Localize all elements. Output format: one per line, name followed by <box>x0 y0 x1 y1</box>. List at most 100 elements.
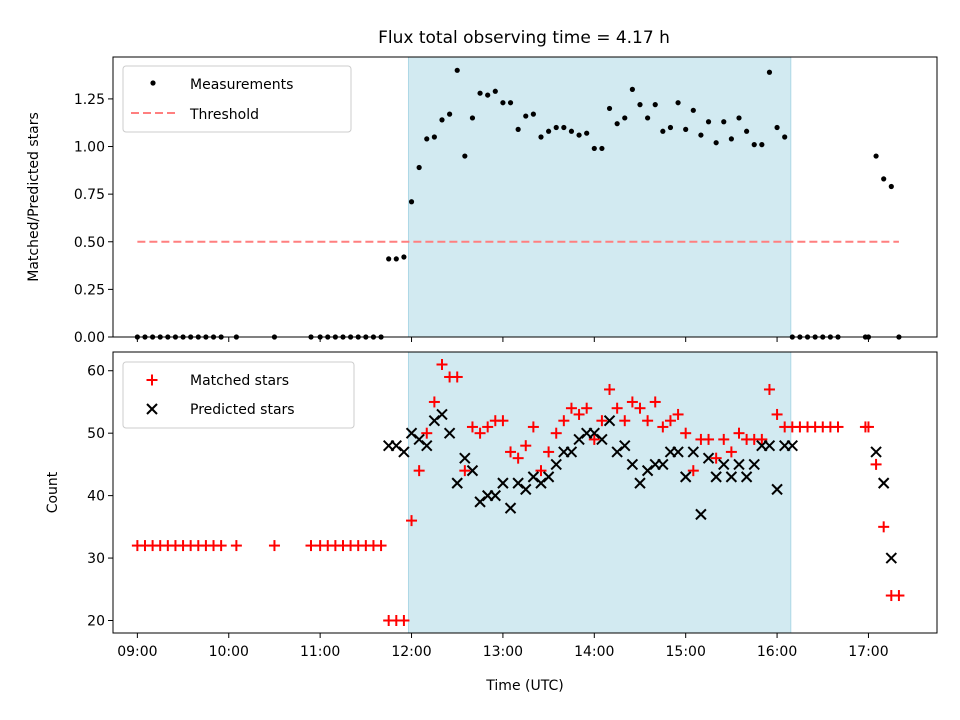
legend-matched-marker <box>146 374 158 386</box>
matched-point <box>565 402 577 414</box>
measurement-point <box>561 124 567 131</box>
measurement-point <box>546 128 552 134</box>
cross-b <box>740 471 753 483</box>
cross-b <box>421 439 433 452</box>
x-tick-label: 17:00 <box>848 644 888 660</box>
predicted-point <box>603 414 616 427</box>
y-axis-label: Count <box>45 471 61 513</box>
predicted-point <box>596 433 608 446</box>
predicted-point <box>733 458 745 471</box>
matched-point <box>527 421 539 433</box>
predicted-point <box>786 439 799 452</box>
matched-point <box>535 465 547 477</box>
cross-b <box>497 477 509 489</box>
predicted-point <box>870 446 882 458</box>
cross-b <box>702 452 715 464</box>
matched-point <box>573 408 585 420</box>
measurement-point <box>766 69 773 75</box>
predicted-point <box>771 483 783 496</box>
matched-point <box>459 465 471 477</box>
matched-point <box>649 396 661 408</box>
plot-frame <box>112 56 938 338</box>
cross-b <box>763 439 776 452</box>
measurement-point <box>667 124 674 131</box>
predicted-point <box>763 439 776 452</box>
legend-top: Measurements Threshold <box>122 65 352 133</box>
cross-b <box>725 471 738 483</box>
predicted-point <box>443 427 456 439</box>
measurement-point <box>782 134 788 140</box>
measurement-point <box>462 153 468 159</box>
predicted-point <box>710 471 722 483</box>
bottom-panel: 20 30 40 50 60 09:00 10:00 11:00 12:00 13:00 14:00… <box>45 351 938 694</box>
measurement-point <box>888 183 894 190</box>
measurement-point <box>606 105 613 112</box>
measurement-point <box>744 128 750 134</box>
legend-box <box>122 361 355 429</box>
measurement-point <box>759 142 765 148</box>
measurement-point <box>393 256 399 262</box>
measurement-point <box>401 254 407 260</box>
y-tick-label: 40 <box>87 489 105 505</box>
matched-point <box>581 402 593 414</box>
matched-point <box>718 433 730 445</box>
measurement-point <box>500 100 506 106</box>
predicted-point <box>702 452 715 464</box>
cross-b <box>877 477 890 489</box>
matched-point <box>893 590 905 602</box>
cross-b <box>398 446 410 458</box>
matched-point <box>619 415 631 427</box>
measurement-point <box>652 102 658 108</box>
measurement-point <box>584 130 590 136</box>
matched-point <box>550 427 562 439</box>
predicted-point <box>695 508 707 521</box>
measurement-point <box>751 142 757 148</box>
y-tick-label: 0.25 <box>74 282 105 298</box>
matched-point <box>634 402 646 414</box>
predicted-point <box>626 458 639 471</box>
shaded-interval <box>407 351 792 634</box>
matched-point <box>474 427 486 439</box>
measurement-point <box>774 124 780 131</box>
measurement-point <box>591 145 597 152</box>
measurement-point <box>713 140 719 146</box>
matched-point <box>413 465 425 477</box>
matched-point <box>604 383 616 395</box>
measurement-point <box>683 126 689 132</box>
predicted-point <box>466 464 479 477</box>
predicted-point <box>451 477 463 489</box>
measurement-point <box>721 119 727 125</box>
matched-point <box>466 421 478 433</box>
cross-b <box>626 458 639 471</box>
cross-b <box>870 446 882 458</box>
matched-point <box>596 415 608 427</box>
predicted-point <box>679 471 692 483</box>
y-axis-label: Matched/Predicted stars <box>26 112 42 282</box>
y-tick-label: 30 <box>87 551 105 567</box>
measurement-point <box>386 256 392 262</box>
measurement-point <box>622 115 628 121</box>
matched-point <box>421 427 433 439</box>
x-tick-label: 13:00 <box>483 644 523 660</box>
matched-point <box>756 433 768 445</box>
x-tick-label: 11:00 <box>300 644 340 660</box>
matched-point <box>862 421 874 433</box>
cross-b <box>451 477 463 489</box>
matched-point <box>611 402 623 414</box>
measurement-point <box>698 132 704 138</box>
matched-point <box>832 421 844 433</box>
predicted-point <box>520 483 532 496</box>
measurement-point <box>477 90 483 96</box>
measurement-point <box>660 128 666 134</box>
matched-point <box>672 408 684 420</box>
cross-b <box>146 403 158 415</box>
cross-b <box>436 408 448 421</box>
x-tick-label: 14:00 <box>574 644 614 660</box>
cross-b <box>672 446 684 458</box>
y-tick-label: 0.50 <box>74 235 105 251</box>
cross-b <box>520 483 532 496</box>
cross-b <box>695 508 707 521</box>
y-tick-label: 0.75 <box>74 187 105 203</box>
measurement-point <box>416 164 422 171</box>
